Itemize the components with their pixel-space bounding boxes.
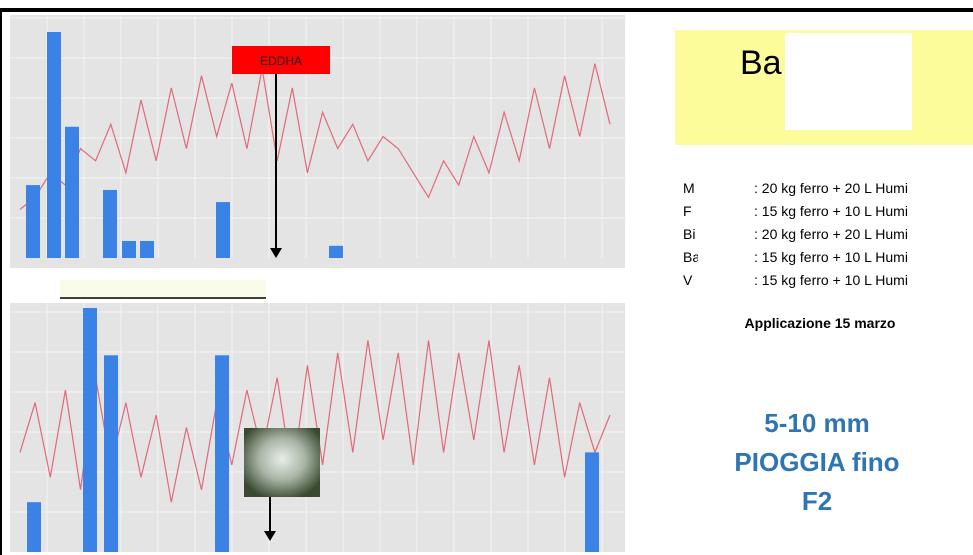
treatment-detail: : 20 kg ferro + 20 L Humi (754, 226, 908, 242)
treatment-name: M (683, 180, 695, 196)
note: Applicazione 15 marzo (745, 315, 896, 331)
photo (244, 428, 320, 497)
rain-bar (215, 355, 229, 552)
rain-bar (585, 452, 599, 552)
rain-bar (329, 246, 343, 258)
redaction (698, 202, 750, 220)
rain-bar (47, 32, 61, 258)
treatment-detail: : 15 kg ferro + 10 L Humi (754, 203, 908, 219)
plot-area (10, 303, 625, 552)
rain-bar (83, 308, 97, 552)
rain-bar (140, 241, 154, 258)
top-border (0, 8, 973, 12)
treatment-detail: : 15 kg ferro + 10 L Humi (754, 272, 908, 288)
treatment-detail: : 20 kg ferro + 20 L Humi (754, 180, 908, 196)
left-border (0, 10, 2, 555)
rain-bar (104, 355, 118, 552)
redaction (698, 225, 750, 243)
rain-bar (65, 127, 79, 258)
treatment-name: Bi (683, 226, 695, 242)
rain-bar (26, 185, 40, 258)
rain-text: 5-10 mm (764, 408, 870, 438)
slide: EDDHA Ba M : 20 kg ferro + 20 L Humi F : 15… (0, 0, 973, 555)
rain-bar (27, 502, 41, 552)
redaction (785, 33, 912, 130)
treatment-name: F (683, 203, 692, 219)
treatment-name: V (683, 272, 693, 288)
rain-bar (122, 241, 136, 258)
annotation: EDDHA (260, 54, 302, 68)
redaction (698, 248, 750, 266)
box-title: Ba (740, 44, 782, 82)
treatment-name: Ba (683, 249, 700, 265)
rain-bar (103, 190, 117, 258)
redaction (698, 271, 750, 289)
redaction (698, 179, 750, 197)
rain-bar (216, 202, 230, 258)
treatment-detail: : 15 kg ferro + 10 L Humi (754, 249, 908, 265)
rain-text: PIOGGIA fino (734, 447, 899, 477)
rain-text: F2 (802, 486, 832, 516)
label-band (60, 280, 266, 298)
